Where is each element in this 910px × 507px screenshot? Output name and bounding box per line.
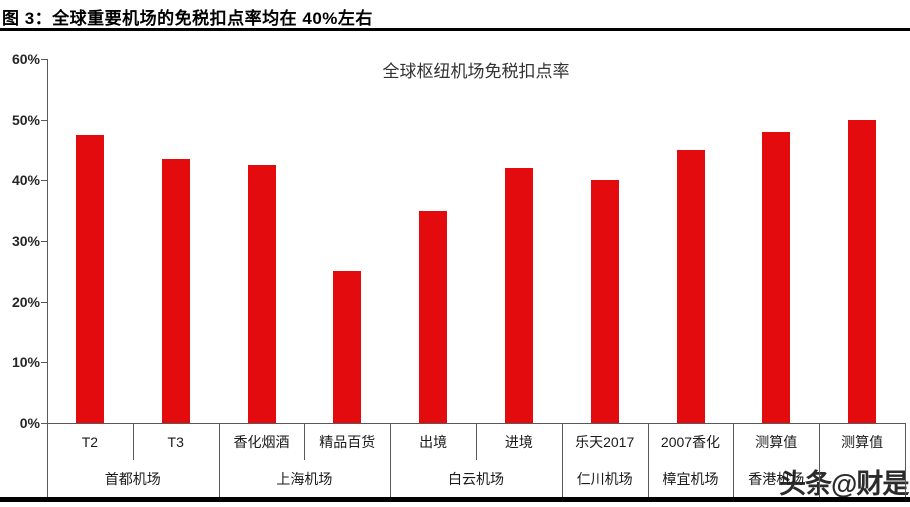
group-label: 香港机场 xyxy=(748,470,805,487)
category-label: 精品百货 xyxy=(319,434,376,450)
bar xyxy=(162,159,190,423)
category-label: T2 xyxy=(81,434,99,450)
bar xyxy=(591,180,619,423)
chart-title: 全球枢纽机场免税扣点率 xyxy=(382,62,570,81)
y-axis-line xyxy=(47,59,48,424)
y-axis-label: 60% xyxy=(11,51,40,67)
y-axis-label: 20% xyxy=(11,293,40,310)
axis-end-line xyxy=(905,424,906,497)
y-axis-label: 10% xyxy=(11,354,40,371)
group-label: 白云机场 xyxy=(447,470,504,487)
bar xyxy=(333,271,361,423)
group-label: 上海机场 xyxy=(276,470,333,487)
y-axis-tick xyxy=(41,119,47,121)
y-axis-tick xyxy=(41,241,47,242)
y-axis-label: 30% xyxy=(11,233,40,249)
y-axis-label: 0% xyxy=(19,415,40,431)
group-label: 樟宜机场 xyxy=(662,470,719,487)
group-separator xyxy=(390,424,391,497)
group-separator xyxy=(733,424,734,497)
axis-end-line xyxy=(47,424,48,497)
bottom-divider xyxy=(0,497,910,502)
bar xyxy=(848,120,876,423)
y-axis-label: 50% xyxy=(11,111,40,128)
figure-caption: 图 3：全球重要机场的免税扣点率均在 40%左右 xyxy=(2,9,373,28)
bar xyxy=(762,132,790,423)
group-separator xyxy=(648,424,649,497)
group-label: 仁川机场 xyxy=(576,470,633,487)
group-separator xyxy=(819,424,820,497)
bar xyxy=(505,168,533,423)
group-label: 首都机场 xyxy=(104,470,161,487)
y-axis-tick xyxy=(41,59,47,60)
category-label: 测算值 xyxy=(755,434,798,450)
category-label: 测算值 xyxy=(841,434,884,450)
bar xyxy=(248,165,276,423)
category-separator xyxy=(304,424,305,460)
category-label: T3 xyxy=(167,434,184,450)
group-separator xyxy=(219,424,220,497)
x-axis-line xyxy=(47,423,906,424)
category-label: 2007香化 xyxy=(660,434,721,450)
y-axis-tick xyxy=(41,423,47,424)
y-axis-tick xyxy=(41,180,47,182)
bar xyxy=(76,135,104,423)
group-separator xyxy=(562,424,563,497)
watermark: 头条@财是 xyxy=(779,469,909,499)
bar xyxy=(419,211,447,423)
y-axis-tick xyxy=(41,362,47,364)
category-separator xyxy=(476,424,477,460)
category-label: 乐天2017 xyxy=(575,434,635,450)
category-label: 进境 xyxy=(504,434,533,450)
y-axis-tick xyxy=(41,301,47,303)
category-separator xyxy=(133,424,134,460)
category-label: 出境 xyxy=(419,434,448,450)
top-divider xyxy=(0,28,910,31)
group-label xyxy=(819,460,905,497)
category-label: 香化烟酒 xyxy=(233,434,290,450)
bar xyxy=(677,150,705,423)
y-axis-label: 40% xyxy=(11,172,40,189)
